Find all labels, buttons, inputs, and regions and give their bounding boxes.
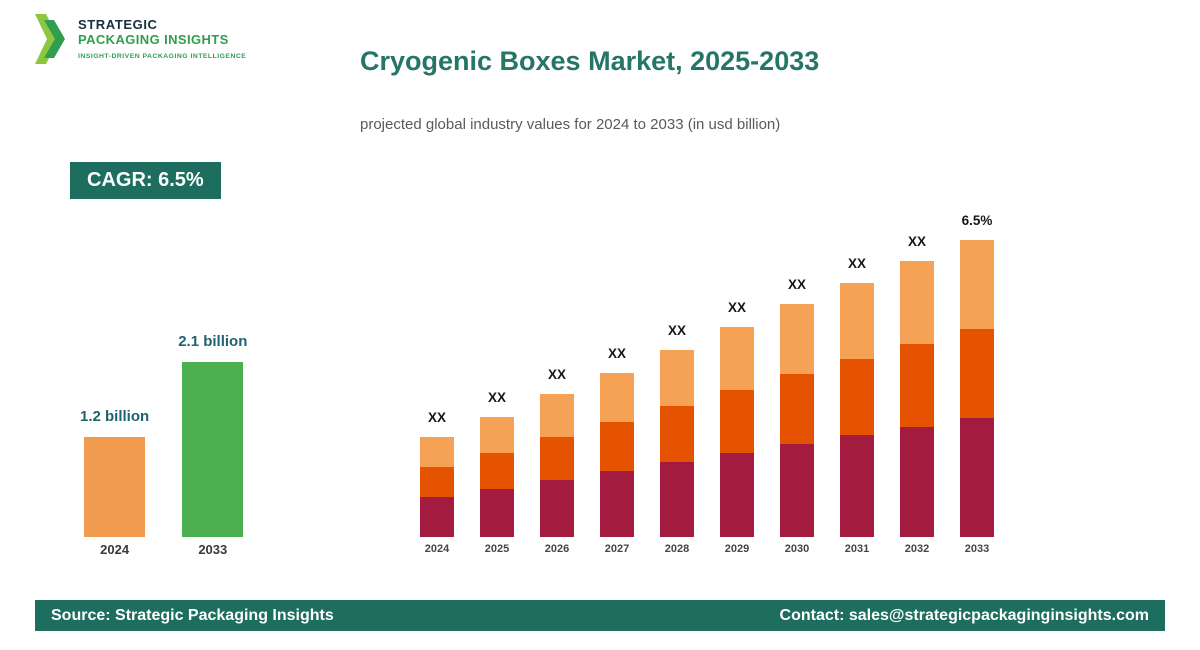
segment-middle xyxy=(420,467,454,497)
stacked-bar-top-label: XX xyxy=(667,323,686,338)
segment-middle xyxy=(600,422,634,471)
comparison-bar-value-label: 1.2 billion xyxy=(80,408,150,425)
footer-source: Source: Strategic Packaging Insights xyxy=(51,606,334,624)
stacked-bar-year-label: 2032 xyxy=(904,543,930,555)
segment-top xyxy=(420,437,454,467)
segment-top xyxy=(900,261,934,344)
footer-contact: Contact: sales@strategicpackaginginsight… xyxy=(779,606,1149,624)
logo-tagline: INSIGHT-DRIVEN PACKAGING INTELLIGENCE xyxy=(78,52,247,60)
stacked-bar-top-label: XX xyxy=(727,300,746,315)
segment-top xyxy=(960,240,994,329)
stacked-bar-year-label: 2026 xyxy=(544,543,570,555)
stacked-bar-year-label: 2024 xyxy=(424,543,450,555)
stacked-bar-top-label: XX xyxy=(907,234,926,249)
stacked-bar-2027 xyxy=(600,373,634,537)
stacked-bar-2028 xyxy=(660,350,694,537)
stacked-bar-2029 xyxy=(720,327,754,537)
segment-middle xyxy=(720,390,754,453)
comparison-bar-value-label: 2.1 billion xyxy=(178,333,248,350)
stacked-bar-2026 xyxy=(540,394,574,537)
segment-bottom xyxy=(720,453,754,537)
comparison-bar-year-label: 2033 xyxy=(198,542,228,557)
segment-bottom xyxy=(900,427,934,537)
segment-top xyxy=(720,327,754,390)
stacked-bar-2031 xyxy=(840,283,874,537)
segment-top xyxy=(600,373,634,422)
stacked-bar-2024 xyxy=(420,437,454,537)
stacked-bar-year-label: 2030 xyxy=(784,543,810,555)
comparison-bar-2024 xyxy=(84,437,146,537)
segment-top xyxy=(480,417,514,453)
stacked-bar-group-2031: XX 2031 xyxy=(840,256,874,556)
segment-middle xyxy=(840,359,874,435)
stacked-bar-group-2027: XX 2027 xyxy=(600,346,634,556)
cagr-badge: CAGR: 6.5% xyxy=(70,162,221,199)
stacked-bar-group-2030: XX 2030 xyxy=(780,277,814,556)
stacked-bar-year-label: 2031 xyxy=(844,543,870,555)
stacked-bar-group-2029: XX 2029 xyxy=(720,300,754,556)
stacked-bar-top-label: XX xyxy=(607,346,626,361)
stacked-bar-group-2026: XX 2026 xyxy=(540,367,574,556)
stacked-bar-2033 xyxy=(960,240,994,537)
segment-top xyxy=(540,394,574,437)
stacked-chart: XX 2024 XX 2025 XX 2026 XX 2027 XX 2028 XX 2029 XX 20… xyxy=(420,213,994,556)
segment-top xyxy=(660,350,694,406)
comparison-bar-group-2033: 2.1 billion 2033 xyxy=(178,333,247,556)
stacked-bar-top-label: XX xyxy=(787,277,806,292)
stacked-bar-year-label: 2027 xyxy=(604,543,630,555)
comparison-bar-group-2024: 1.2 billion 2024 xyxy=(80,408,149,556)
page-subtitle: projected global industry values for 202… xyxy=(360,116,781,133)
segment-bottom xyxy=(420,497,454,537)
segment-middle xyxy=(540,437,574,480)
stacked-bar-top-label: XX xyxy=(427,410,446,425)
segment-middle xyxy=(780,374,814,444)
stacked-bar-year-label: 2028 xyxy=(664,543,690,555)
stacked-bar-group-2025: XX 2025 xyxy=(480,390,514,556)
logo: STRATEGIC PACKAGING INSIGHTS INSIGHT-DRI… xyxy=(35,12,246,66)
segment-bottom xyxy=(780,444,814,537)
segment-bottom xyxy=(480,489,514,537)
segment-top xyxy=(780,304,814,374)
segment-top xyxy=(840,283,874,359)
stacked-bar-2030 xyxy=(780,304,814,537)
stacked-bar-group-2033: 6.5% 2033 xyxy=(960,213,994,556)
stacked-bar-group-2032: XX 2032 xyxy=(900,234,934,556)
logo-line2: PACKAGING INSIGHTS xyxy=(78,31,229,47)
stacked-bar-top-label: XX xyxy=(847,256,866,271)
footer-bar: Source: Strategic Packaging Insights Con… xyxy=(35,600,1165,631)
segment-bottom xyxy=(960,418,994,537)
segment-bottom xyxy=(660,462,694,537)
page-title: Cryogenic Boxes Market, 2025-2033 xyxy=(360,46,820,76)
segment-middle xyxy=(900,344,934,427)
stacked-bar-year-label: 2025 xyxy=(484,543,510,555)
segment-middle xyxy=(960,329,994,418)
logo-chevron-icon xyxy=(35,14,65,64)
stacked-bar-top-label: 6.5% xyxy=(961,213,993,228)
stacked-bar-group-2024: XX 2024 xyxy=(420,410,454,556)
stacked-bar-year-label: 2033 xyxy=(964,543,990,555)
segment-bottom xyxy=(840,435,874,537)
comparison-bar-2033 xyxy=(182,362,244,537)
stacked-bar-year-label: 2029 xyxy=(724,543,750,555)
logo-line1: STRATEGIC xyxy=(78,16,158,32)
stacked-bar-group-2028: XX 2028 xyxy=(660,323,694,556)
segment-middle xyxy=(480,453,514,489)
segment-middle xyxy=(660,406,694,462)
comparison-chart: 1.2 billion 2024 2.1 billion 2033 xyxy=(80,333,247,556)
stacked-bar-2032 xyxy=(900,261,934,537)
stacked-bar-top-label: XX xyxy=(487,390,506,405)
comparison-bar-year-label: 2024 xyxy=(100,542,130,557)
stacked-bar-top-label: XX xyxy=(547,367,566,382)
segment-bottom xyxy=(600,471,634,537)
stacked-bar-2025 xyxy=(480,417,514,537)
segment-bottom xyxy=(540,480,574,537)
